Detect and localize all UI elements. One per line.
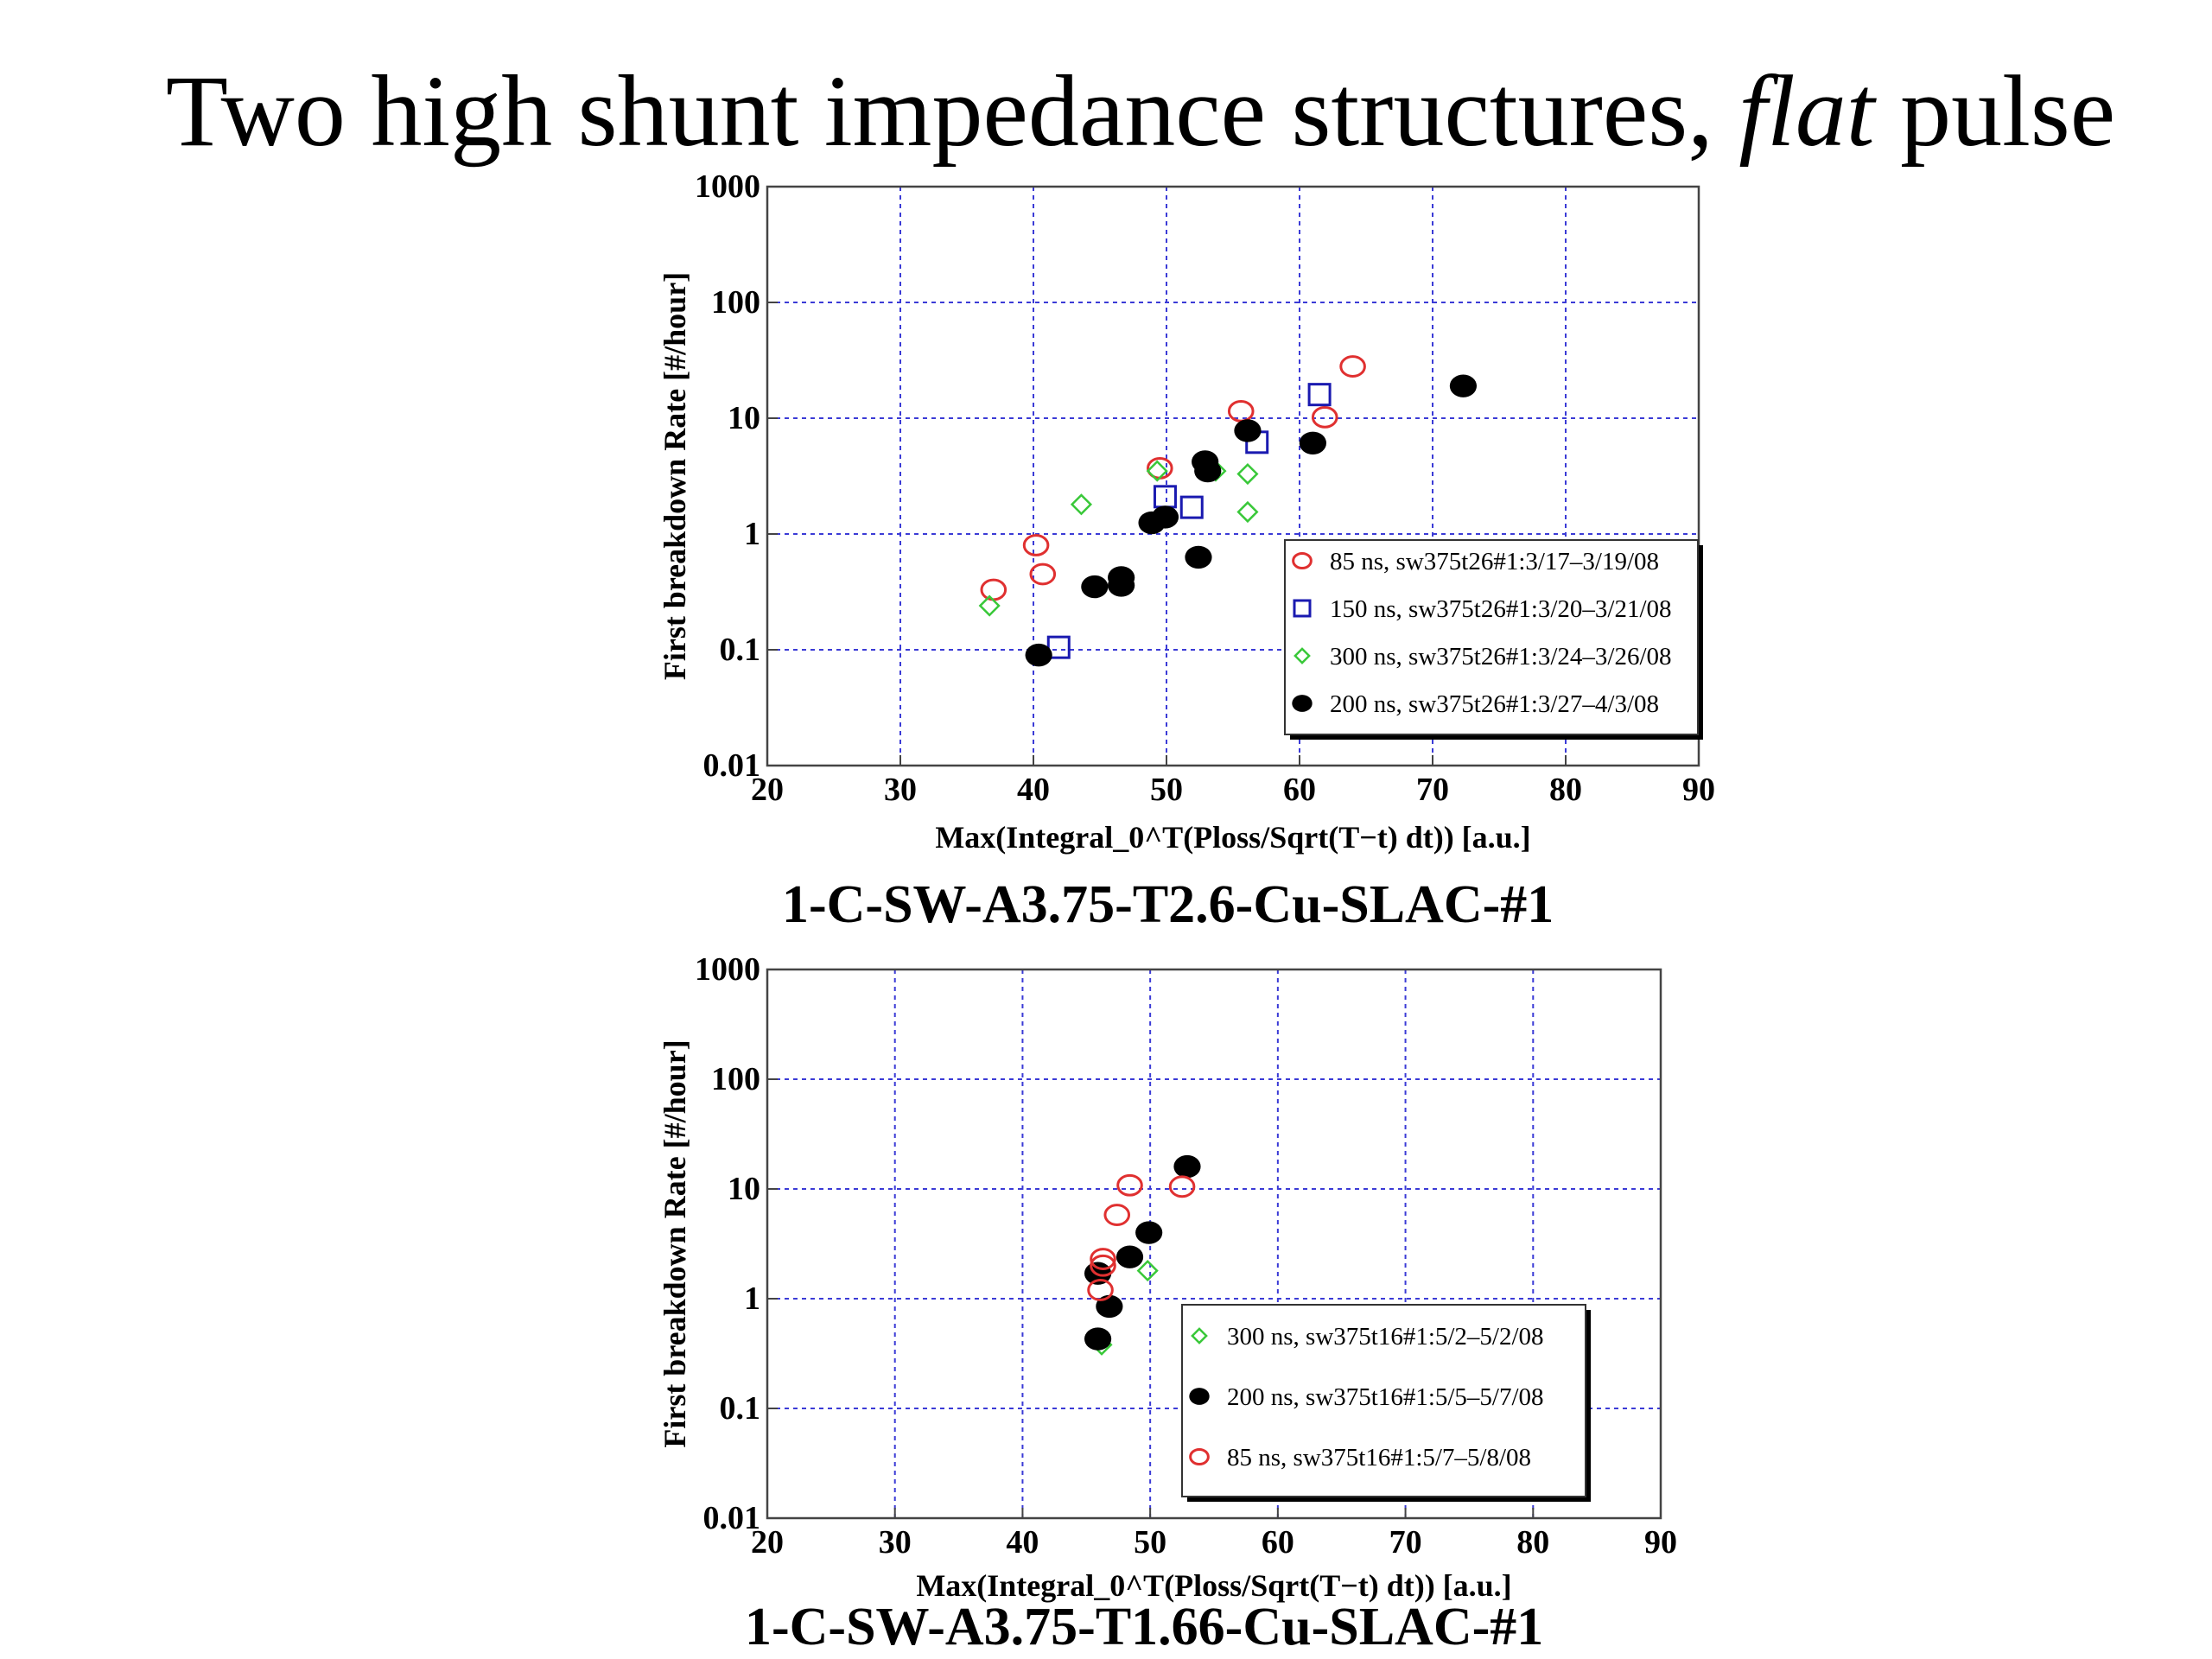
- chart2-legend-marker-2: [1189, 1447, 1210, 1466]
- chart2-y-tick-label: 1: [744, 1281, 760, 1317]
- chart2-series-2-point: [1116, 1173, 1143, 1197]
- chart2-series-1-point: [1096, 1294, 1123, 1319]
- chart1-y-tick-label: 1: [744, 516, 760, 552]
- chart2-x-tick-label: 50: [1134, 1524, 1166, 1560]
- chart1-series-0-point: [1029, 563, 1057, 586]
- chart1-series-2-point: [978, 594, 1001, 617]
- chart1-series-3-point: [1108, 574, 1135, 597]
- chart2-legend-entry-1: 200 ns, sw375t16#1:5/5–5/7/08: [1227, 1383, 1544, 1411]
- chart2-legend-box: [1181, 1304, 1586, 1497]
- chart1-x-tick-label: 70: [1416, 772, 1449, 808]
- chart2-series-2-point: [1103, 1204, 1131, 1226]
- chart2-y-tick-label: 10: [728, 1171, 760, 1207]
- chart1-y-tick-label: 1000: [695, 168, 760, 205]
- chart1-y-axis-label: First breakdown Rate [#/hour]: [658, 272, 692, 680]
- chart2-legend-entry-2: 85 ns, sw375t16#1:5/7–5/8/08: [1227, 1444, 1531, 1471]
- chart1-series-0-point: [1022, 534, 1050, 556]
- chart1-series-0-point: [1311, 405, 1338, 429]
- chart2-series-1-point: [1135, 1221, 1163, 1244]
- chart2-legend: 300 ns, sw375t16#1:5/2–5/2/08 200 ns, sw3…: [1181, 1304, 1591, 1502]
- chart2-series-2-point: [1090, 1248, 1116, 1270]
- chart1-legend-marker-1: [1293, 599, 1312, 618]
- chart2-x-tick-label: 40: [1006, 1524, 1039, 1560]
- chart1-series-3-point: [1234, 419, 1262, 442]
- chart1-y-tick-label: 10: [728, 400, 760, 436]
- slide-title: Two high shunt impedance structures, fla…: [0, 50, 2212, 173]
- chart2-x-tick-label: 90: [1644, 1524, 1677, 1560]
- chart1-series-2-point: [1236, 462, 1259, 486]
- chart1-data-points: [978, 355, 1478, 667]
- chart2-plot-frame: [766, 968, 1662, 1520]
- chart1-x-tick-label: 90: [1682, 772, 1715, 808]
- chart1-ticks: 20 30 40 50 60 70 80 90 0.01 0.1 1 10 100 1000: [695, 168, 1715, 808]
- chart-2-title: 1-C-SW-A3.75-T1.66-Cu-SLAC-#1: [745, 1598, 1544, 1656]
- chart2-x-tick-label: 20: [751, 1524, 784, 1560]
- chart2-legend-marker-0: [1191, 1327, 1208, 1344]
- chart2-series-1-point: [1084, 1327, 1112, 1351]
- chart1-series-3-point: [1194, 459, 1222, 483]
- chart1-legend-marker-2: [1294, 647, 1311, 664]
- chart1-x-tick-label: 50: [1150, 772, 1183, 808]
- chart2-y-tick-label: 0.01: [703, 1500, 761, 1536]
- chart1-x-tick-label: 30: [884, 772, 917, 808]
- title-suffix: pulse: [1874, 54, 2116, 168]
- chart1-x-tick-label: 40: [1017, 772, 1050, 808]
- chart1-x-tick-label: 20: [751, 772, 784, 808]
- chart1-y-tick-label: 100: [711, 284, 760, 321]
- chart1-grid: [767, 187, 1699, 766]
- chart2-ticks: 20 30 40 50 60 70 80 90 0.01 0.1 1 10 100 1000: [695, 951, 1677, 1560]
- chart1-legend-entry-0: 85 ns, sw375t26#1:3/17–3/19/08: [1330, 548, 1659, 575]
- chart1-series-2-point: [1236, 500, 1259, 524]
- chart2-series-1-point: [1116, 1245, 1144, 1268]
- chart2-y-tick-label: 0.1: [720, 1390, 761, 1427]
- chart1-y-tick-label: 0.1: [720, 632, 761, 668]
- chart2-data-points: [1084, 1154, 1201, 1356]
- chart1-legend-marker-3: [1292, 695, 1313, 712]
- chart1-legend-marker-0: [1292, 551, 1313, 570]
- chart2-series-2-point: [1087, 1279, 1114, 1301]
- chart2-series-0-point: [1136, 1260, 1159, 1282]
- chart2-legend-marker-1: [1189, 1388, 1210, 1405]
- chart1-y-tick-label: 0.01: [703, 747, 761, 784]
- chart2-x-tick-label: 30: [879, 1524, 912, 1560]
- chart1-series-3-point: [1081, 575, 1109, 599]
- title-emphasis: flat: [1738, 54, 1875, 168]
- chart1-legend-entry-2: 300 ns, sw375t26#1:3/24–3/26/08: [1330, 643, 1672, 671]
- chart1-x-tick-label: 80: [1549, 772, 1582, 808]
- chart2-series-2-point: [1168, 1175, 1196, 1198]
- chart1-plot-frame: [766, 185, 1700, 767]
- chart1-series-3-point: [1299, 431, 1326, 454]
- chart1-series-3-point: [1151, 505, 1179, 529]
- chart2-y-axis-label: First breakdown Rate [#/hour]: [658, 1039, 692, 1447]
- chart2-x-tick-label: 80: [1516, 1524, 1549, 1560]
- chart2-legend-entry-0: 300 ns, sw375t16#1:5/2–5/2/08: [1227, 1323, 1544, 1351]
- chart2-x-tick-label: 70: [1389, 1524, 1422, 1560]
- chart2-x-axis-label: Max(Integral_0^T(Ploss/Sqrt(T−t) dt)) [a…: [916, 1568, 1511, 1603]
- chart1-series-2-point: [1070, 493, 1093, 516]
- chart1-legend-box: [1284, 539, 1699, 735]
- chart1-legend: 85 ns, sw375t26#1:3/17–3/19/08 150 ns, sw…: [1284, 539, 1703, 740]
- chart1-series-3-point: [1185, 545, 1212, 569]
- chart1-series-1-point: [1179, 495, 1204, 519]
- chart2-y-tick-label: 100: [711, 1061, 760, 1097]
- chart1-series-1-point: [1307, 383, 1332, 407]
- chart-1-title: 1-C-SW-A3.75-T2.6-Cu-SLAC-#1: [782, 875, 1554, 934]
- chart1-legend-entry-1: 150 ns, sw375t26#1:3/20–3/21/08: [1330, 595, 1672, 623]
- chart1-series-3-point: [1449, 374, 1478, 397]
- chart2-series-2-point: [1090, 1254, 1116, 1277]
- chart1-series-0-point: [1339, 355, 1366, 378]
- chart1-legend-entry-3: 200 ns, sw375t26#1:3/27–4/3/08: [1330, 690, 1659, 718]
- title-prefix: Two high shunt impedance structures,: [165, 54, 1739, 168]
- chart-1: 20 30 40 50 60 70 80 90 0.01 0.1 1 10 100 1000 Max(Int…: [658, 168, 1715, 855]
- chart2-series-1-point: [1173, 1154, 1201, 1179]
- chart2-y-tick-label: 1000: [695, 951, 760, 988]
- chart1-x-axis-label: Max(Integral_0^T(Ploss/Sqrt(T−t) dt)) [a…: [935, 820, 1530, 855]
- chart1-series-2-point: [1146, 460, 1168, 482]
- chart1-series-3-point: [1025, 643, 1052, 667]
- chart2-x-tick-label: 60: [1262, 1524, 1294, 1560]
- chart1-x-tick-label: 60: [1283, 772, 1316, 808]
